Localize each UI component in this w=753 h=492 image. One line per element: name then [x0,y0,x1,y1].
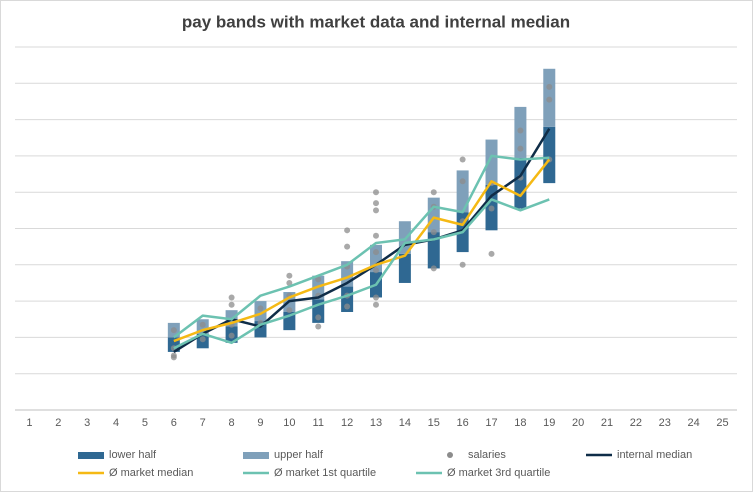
x-tick-label: 6 [171,417,177,429]
salary-point [286,307,293,314]
salary-point [373,249,379,256]
line-series [173,198,550,350]
salary-point [459,156,466,163]
x-tick-label: 24 [688,417,700,429]
salary-point [373,301,379,308]
band-bar [485,139,498,185]
x-tick-label: 8 [229,417,235,429]
legend-swatch [447,452,453,458]
salary-point [286,279,293,286]
salary-point [459,261,466,268]
legend-label: lower half [109,449,157,461]
salary-point [315,314,322,321]
salary-point [315,323,322,330]
x-tick-label: 12 [341,417,353,429]
legend-label: Ø market 3rd quartile [447,467,550,479]
x-tick-label: 22 [630,417,642,429]
x-tick-label: 20 [572,417,584,429]
x-tick-label: 2 [55,417,61,429]
salary-point [199,321,206,328]
x-tick-label: 9 [257,417,263,429]
band-bar [427,197,440,233]
x-tick-label: 4 [113,417,119,429]
x-tick-label: 13 [370,417,382,429]
x-tick-label: 18 [514,417,526,429]
salary-point [373,189,379,196]
salary-point [488,205,495,212]
salary-point [373,232,379,239]
x-tick-label: 3 [84,417,90,429]
legend-label: internal median [617,449,692,461]
x-tick-label: 16 [457,417,469,429]
legend-label: Ø market 1st quartile [274,467,376,479]
salary-point [344,303,351,310]
salary-point [344,227,351,234]
x-tick-label: 7 [200,417,206,429]
salary-point [430,265,437,272]
salary-point [373,267,379,274]
salary-point [430,229,437,236]
salary-point [228,294,235,301]
legend-swatch [78,452,104,459]
salary-point [517,127,524,134]
band-bar [341,286,354,312]
x-tick-label: 11 [313,417,324,429]
band-bar [398,253,411,283]
salary-point [199,336,206,343]
salary-point [430,189,437,196]
x-tick-label: 17 [485,417,497,429]
salary-point [170,354,177,361]
line-series [173,158,551,343]
x-tick-label: 19 [543,417,555,429]
salary-point [228,301,235,308]
legend-label: salaries [468,449,506,461]
salary-point [315,276,322,283]
salary-point [257,305,264,312]
x-tick-label: 21 [601,417,613,429]
x-tick-label: 5 [142,417,148,429]
salary-point [373,207,379,214]
salary-point [170,327,177,334]
salary-point [546,96,553,103]
salary-point [373,294,379,301]
legend-label: Ø market median [109,467,193,479]
band-bar [543,126,556,184]
x-tick-label: 1 [26,417,32,429]
x-tick-label: 23 [659,417,671,429]
salary-point [344,243,351,250]
x-tick-label: 14 [399,417,411,429]
line-series [173,154,550,339]
band-bar [514,157,527,209]
x-tick-label: 25 [716,417,728,429]
band-bar [254,321,267,338]
salary-point [488,250,495,257]
band-bar [456,170,469,213]
salary-point [459,178,466,185]
legend-swatch [243,452,269,459]
salary-point [546,83,553,90]
salary-point [373,200,379,207]
x-tick-label: 10 [283,417,295,429]
salary-point [228,332,235,339]
chart-title: pay bands with market data and internal … [182,12,570,31]
x-tick-label: 15 [428,417,440,429]
legend-label: upper half [274,449,324,461]
salary-point [286,272,293,279]
salary-point [517,145,524,152]
